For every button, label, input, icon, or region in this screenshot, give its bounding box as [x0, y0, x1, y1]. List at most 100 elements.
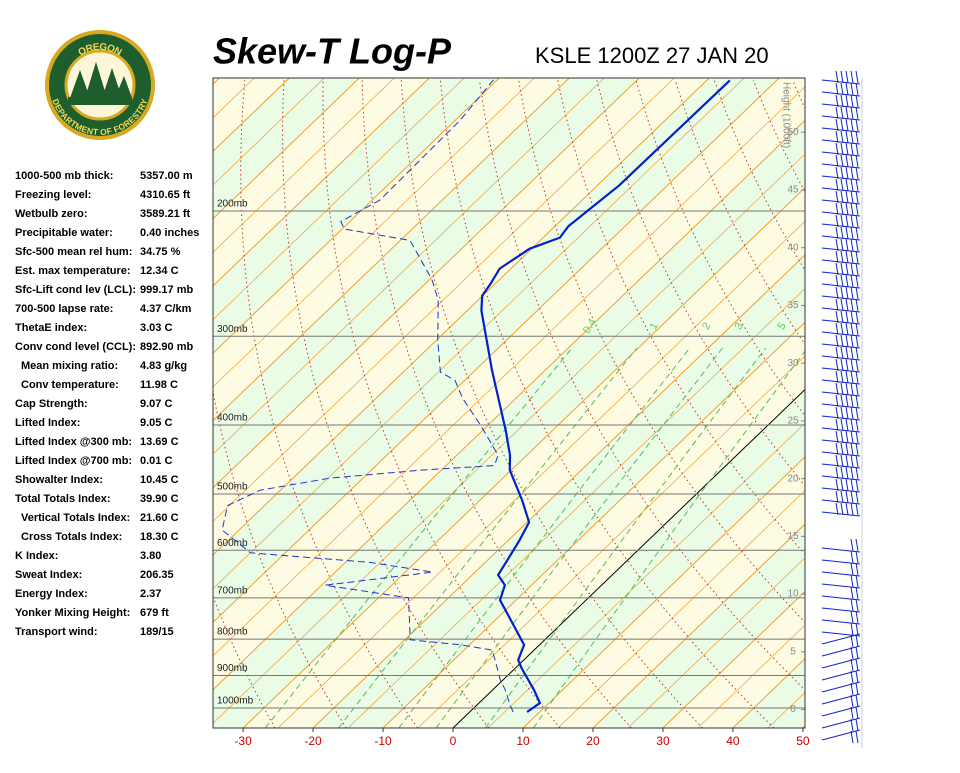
index-label: Cross Totals Index: [21, 531, 122, 543]
barb-flag [851, 407, 853, 419]
wind-barb [822, 347, 860, 360]
barb-flag [856, 731, 858, 743]
barb-flag [846, 119, 848, 131]
barb-flag [841, 383, 843, 395]
index-value: 892.90 mb [140, 341, 193, 353]
index-label: Precipitable water: [15, 227, 113, 239]
wind-barb [822, 479, 860, 492]
barb-flag [841, 227, 843, 239]
barb-flag [841, 263, 843, 275]
wind-barb [822, 71, 860, 84]
isotherm [838, 78, 960, 728]
wind-barb [822, 539, 860, 552]
wind-barb [822, 299, 860, 312]
barb-flag [856, 551, 858, 563]
index-label: Conv temperature: [21, 379, 119, 391]
isotherm [908, 78, 960, 728]
barb-flag [856, 347, 858, 359]
barb-staff [822, 706, 860, 716]
barb-flag [856, 695, 858, 707]
barb-flag [841, 299, 843, 311]
wind-barb [822, 287, 860, 300]
barb-flag [856, 323, 858, 335]
barb-flag [851, 191, 853, 203]
barb-flag [841, 119, 843, 131]
height-label: 20 [787, 473, 799, 484]
barb-flag [851, 131, 853, 143]
wind-barbs [822, 71, 862, 748]
index-label: Est. max temperature: [15, 265, 131, 277]
dry-adiabat [949, 80, 960, 728]
barb-flag [851, 563, 853, 575]
barb-staff [822, 512, 860, 516]
pressure-label: 200mb [217, 199, 248, 210]
barb-flag [851, 503, 853, 515]
barb-flag [851, 695, 853, 707]
wind-barb [822, 491, 860, 504]
barb-flag [846, 95, 848, 107]
barb-flag [841, 71, 843, 83]
dry-adiabat [832, 80, 960, 728]
dry-adiabat [910, 80, 960, 728]
index-value: 679 ft [140, 607, 169, 619]
barb-flag [841, 83, 843, 95]
barb-flag [856, 707, 858, 719]
barb-flag [841, 467, 843, 479]
barb-flag [856, 119, 858, 131]
wind-barb [822, 503, 860, 516]
barb-staff [822, 682, 860, 692]
barb-staff [822, 718, 860, 728]
barb-flag [851, 383, 853, 395]
wind-barb [822, 634, 860, 647]
barb-staff [822, 572, 860, 576]
barb-flag [841, 503, 843, 515]
barb-flag [851, 395, 853, 407]
barb-flag [846, 275, 848, 287]
barb-flag [851, 683, 853, 695]
index-label: Mean mixing ratio: [21, 360, 118, 372]
barb-flag [851, 323, 853, 335]
barb-staff [822, 548, 860, 552]
wind-barb [822, 383, 860, 396]
band [803, 78, 960, 728]
barb-flag [841, 107, 843, 119]
barb-flag [846, 263, 848, 275]
barb-flag [856, 251, 858, 263]
barb-staff [822, 608, 860, 612]
barb-flag [856, 419, 858, 431]
index-label: Vertical Totals Index: [21, 512, 130, 524]
x-tick-label: -10 [374, 734, 392, 748]
barb-flag [841, 95, 843, 107]
barb-flag [846, 407, 848, 419]
barb-flag [856, 263, 858, 275]
barb-flag [846, 455, 848, 467]
x-tick-label: 30 [656, 734, 670, 748]
wind-barb [822, 599, 860, 612]
chart-subtitle: KSLE 1200Z 27 JAN 20 [535, 43, 769, 68]
barb-flag [856, 71, 858, 83]
barb-flag [841, 311, 843, 323]
barb-flag [851, 419, 853, 431]
index-label: Total Totals Index: [15, 493, 111, 505]
index-value: 999.17 mb [140, 284, 193, 296]
barb-flag [851, 731, 853, 743]
index-value: 13.69 C [140, 436, 179, 448]
barb-flag [841, 419, 843, 431]
wind-barb [822, 143, 860, 156]
barb-flag [851, 719, 853, 731]
barb-flag [841, 275, 843, 287]
barb-flag [856, 335, 858, 347]
wind-barb [822, 95, 860, 108]
barb-flag [856, 155, 858, 167]
index-label: Freezing level: [15, 189, 91, 201]
barb-flag [851, 71, 853, 83]
height-label: 5 [790, 646, 796, 657]
index-value: 0.01 C [140, 455, 172, 467]
barb-flag [851, 83, 853, 95]
wind-barb [822, 467, 860, 480]
barb-flag [851, 647, 853, 659]
barb-flag [856, 239, 858, 251]
index-value: 39.90 C [140, 493, 179, 505]
barb-flag [846, 359, 848, 371]
